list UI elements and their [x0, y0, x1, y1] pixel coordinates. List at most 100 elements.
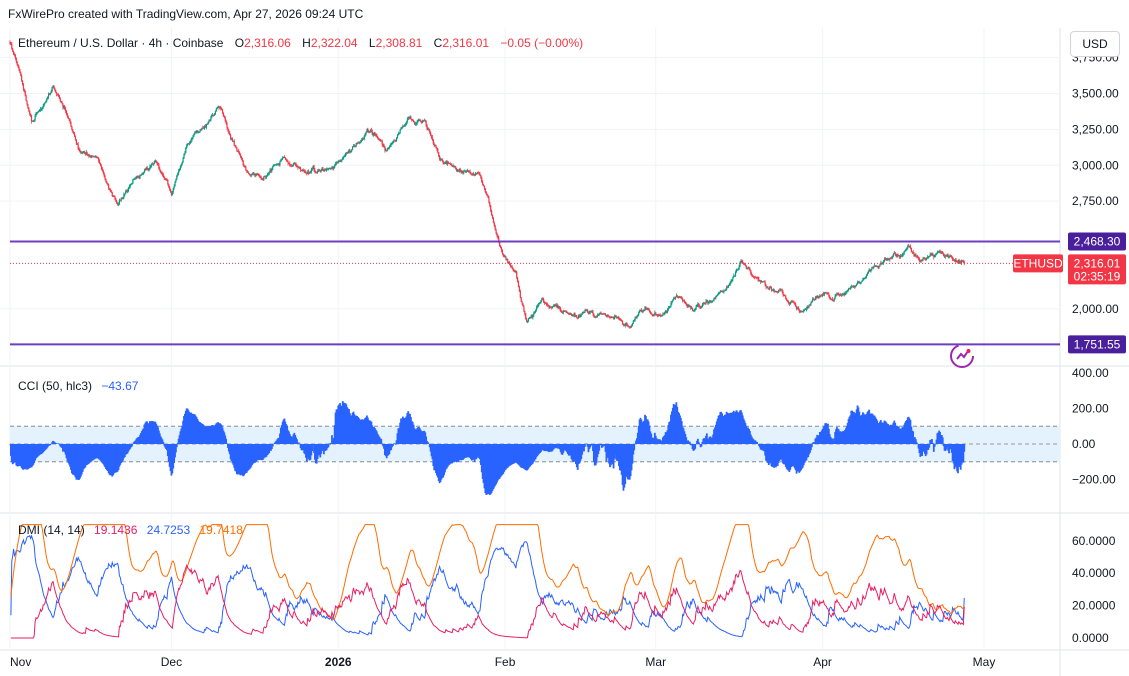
candle-body — [808, 304, 810, 308]
candle-body — [723, 291, 725, 292]
candle-body — [469, 171, 471, 174]
candle-body — [560, 311, 563, 313]
candle-body — [665, 310, 667, 313]
candle-body — [961, 260, 964, 262]
candle-body — [321, 168, 323, 170]
candle-body — [77, 143, 79, 149]
currency-button[interactable]: USD — [1070, 31, 1120, 57]
candle-body — [456, 170, 459, 172]
candle-body — [108, 188, 111, 190]
candle-body — [513, 269, 515, 272]
candle-body — [539, 302, 541, 304]
candle-body — [680, 297, 682, 298]
candle-body — [125, 191, 128, 193]
candle-body — [682, 298, 684, 301]
candle-body — [371, 131, 373, 135]
candle-body — [511, 267, 513, 269]
candle-body — [261, 178, 263, 180]
candle-body — [62, 103, 64, 108]
candle-body — [196, 130, 199, 133]
candle-body — [228, 130, 230, 134]
candle-body — [931, 253, 933, 255]
candle-body — [342, 157, 344, 160]
candle-body — [202, 127, 204, 129]
candle-body — [908, 246, 911, 248]
candle-body — [95, 156, 97, 158]
candle-body — [52, 85, 54, 88]
candle-body — [112, 195, 114, 197]
candle-body — [914, 254, 916, 256]
candle-body — [939, 251, 941, 253]
candle-body — [230, 138, 233, 140]
candle-body — [65, 110, 68, 115]
candle-body — [340, 160, 342, 162]
candle-body — [370, 130, 373, 132]
candle-body — [468, 171, 470, 173]
candle-body — [40, 108, 42, 110]
candle-body — [368, 131, 370, 133]
cci-bar — [392, 444, 394, 446]
candle-body — [912, 251, 914, 254]
candle-body — [154, 160, 156, 162]
candle-body — [48, 93, 51, 95]
candle-body — [509, 264, 512, 267]
candle-body — [717, 294, 719, 296]
candle-body — [283, 157, 286, 158]
candle-body — [88, 155, 90, 157]
candle-body — [581, 313, 583, 315]
candle-body — [765, 285, 767, 287]
candle-body — [784, 295, 786, 297]
candle-body — [206, 124, 208, 125]
x-tick-label: 2026 — [325, 655, 352, 669]
candle-body — [944, 255, 947, 257]
candle-body — [542, 298, 544, 300]
cci-bar — [131, 444, 133, 447]
candle-body — [883, 258, 886, 262]
candle-body — [557, 305, 559, 308]
candle-body — [481, 177, 483, 182]
candle-body — [875, 265, 877, 267]
candle-body — [854, 286, 856, 287]
candle-body — [126, 190, 129, 192]
dmi-title[interactable]: DMI (14, 14) — [18, 523, 85, 537]
candle-body — [767, 286, 769, 289]
candle-body — [291, 165, 294, 167]
candle-body — [474, 173, 477, 176]
candle-body — [625, 323, 627, 325]
candle-body — [840, 294, 842, 296]
candle-body — [78, 148, 80, 151]
candle-body — [734, 272, 737, 276]
candle-body — [647, 308, 649, 310]
candle-body — [714, 297, 716, 299]
candle-body — [307, 171, 309, 174]
candle-body — [727, 285, 729, 288]
candle-body — [214, 111, 216, 114]
candle-body — [566, 311, 568, 313]
candle-body — [137, 176, 139, 178]
cci-title[interactable]: CCI (50, hlc3) — [18, 379, 93, 393]
candle-body — [241, 158, 243, 161]
cci-bar — [963, 444, 966, 452]
candle-body — [272, 166, 274, 169]
candle-body — [795, 306, 798, 309]
candle-body — [846, 291, 848, 293]
candle-body — [524, 311, 526, 314]
candle-body — [76, 143, 78, 145]
tradingview-logo-icon[interactable] — [948, 342, 976, 370]
candle-body — [39, 109, 42, 111]
candle-body — [694, 309, 696, 311]
candle-body — [393, 140, 395, 142]
candle-body — [589, 311, 591, 313]
candle-body — [186, 143, 189, 146]
candle-body — [624, 324, 626, 326]
candle-body — [236, 147, 238, 151]
candle-body — [379, 139, 382, 142]
candle-body — [890, 257, 892, 259]
candle-body — [157, 162, 159, 165]
candle-body — [298, 167, 300, 169]
candle-body — [347, 151, 349, 154]
cci-bar — [810, 444, 813, 448]
cci-bar — [297, 442, 300, 444]
symbol-title[interactable]: Ethereum / U.S. Dollar · 4h · Coinbase — [18, 36, 224, 50]
